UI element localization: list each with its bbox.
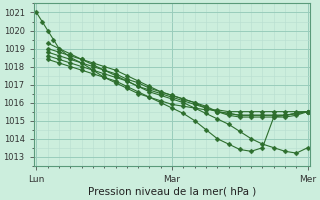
X-axis label: Pression niveau de la mer( hPa ): Pression niveau de la mer( hPa ) (88, 187, 256, 197)
